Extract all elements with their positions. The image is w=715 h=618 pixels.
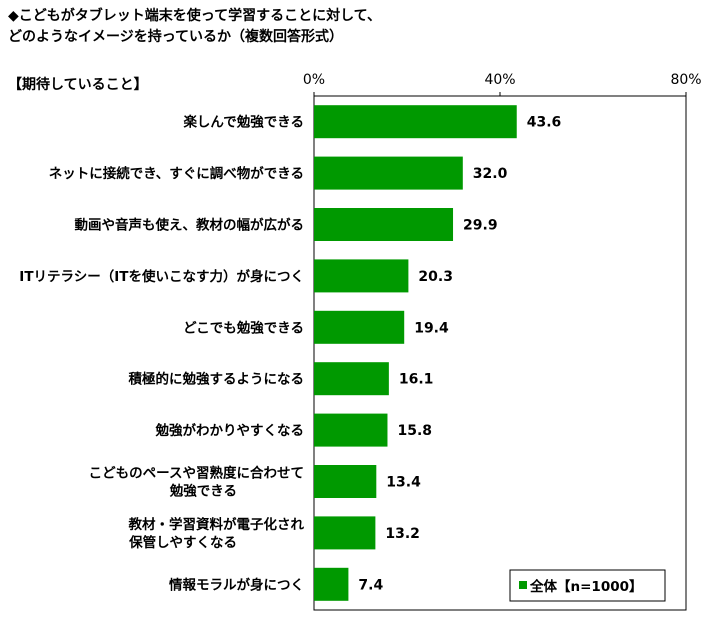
- x-tick-label: 0%: [303, 72, 325, 88]
- bar: [314, 156, 463, 190]
- category-label: こどものペースや習熟度に合わせて勉強できる: [89, 465, 304, 500]
- value-label: 29.9: [463, 218, 498, 234]
- category-label: 動画や音声も使え、教材の幅が広がる: [75, 217, 305, 234]
- value-label: 43.6: [527, 115, 562, 131]
- category-label: 楽しんで勉強できる: [182, 114, 304, 131]
- x-tick-label: 80%: [670, 72, 701, 88]
- legend-swatch: [519, 581, 527, 589]
- category-label: 勉強がわかりやすくなる: [155, 422, 305, 439]
- legend-box: [509, 569, 666, 602]
- bar: [314, 465, 377, 498]
- category-label-line: こどものペースや習熟度に合わせて: [89, 465, 304, 482]
- category-label: 教材・学習資料が電子化され保管しやすくなる: [128, 516, 304, 551]
- category-label: 積極的に勉強するようになる: [128, 371, 305, 388]
- value-label: 13.2: [385, 526, 420, 542]
- category-label: ネットに接続でき、すぐに調べ物ができる: [49, 165, 304, 182]
- section-label: 【期待していること】: [8, 77, 148, 93]
- chart-title-line1: ◆こどもがタブレット端末を使って学習することに対して、: [8, 8, 381, 24]
- bar: [314, 105, 517, 139]
- category-label-line: 保管しやすくなる: [128, 534, 237, 551]
- bar: [314, 310, 405, 344]
- value-label: 20.3: [418, 269, 453, 285]
- value-label: 15.8: [397, 423, 432, 439]
- category-label: 情報モラルが身につく: [169, 576, 304, 593]
- bar: [314, 362, 389, 396]
- category-label-line: 教材・学習資料が電子化され: [129, 516, 305, 533]
- bar: [314, 516, 376, 550]
- chart-title: ◆こどもがタブレット端末を使って学習することに対して、 どのようなイメージを持っ…: [8, 6, 381, 48]
- value-label: 16.1: [399, 372, 434, 388]
- value-label: 13.4: [386, 475, 421, 491]
- category-label: どこでも勉強できる: [183, 319, 304, 336]
- bar: [314, 567, 349, 601]
- bar: [314, 413, 388, 447]
- value-label: 32.0: [473, 166, 508, 182]
- bar: [314, 208, 454, 241]
- legend-label: 全体【n=1000】: [529, 578, 643, 595]
- chart-title-line2: どのようなイメージを持っているか（複数回答形式）: [8, 29, 344, 45]
- category-label: ITリテラシー（ITを使いこなす力）が身につく: [19, 268, 304, 285]
- value-label: 7.4: [358, 577, 383, 593]
- bar: [314, 259, 409, 293]
- value-label: 19.4: [414, 320, 449, 336]
- category-label-line: 勉強できる: [169, 483, 237, 500]
- x-tick-label: 40%: [484, 72, 515, 88]
